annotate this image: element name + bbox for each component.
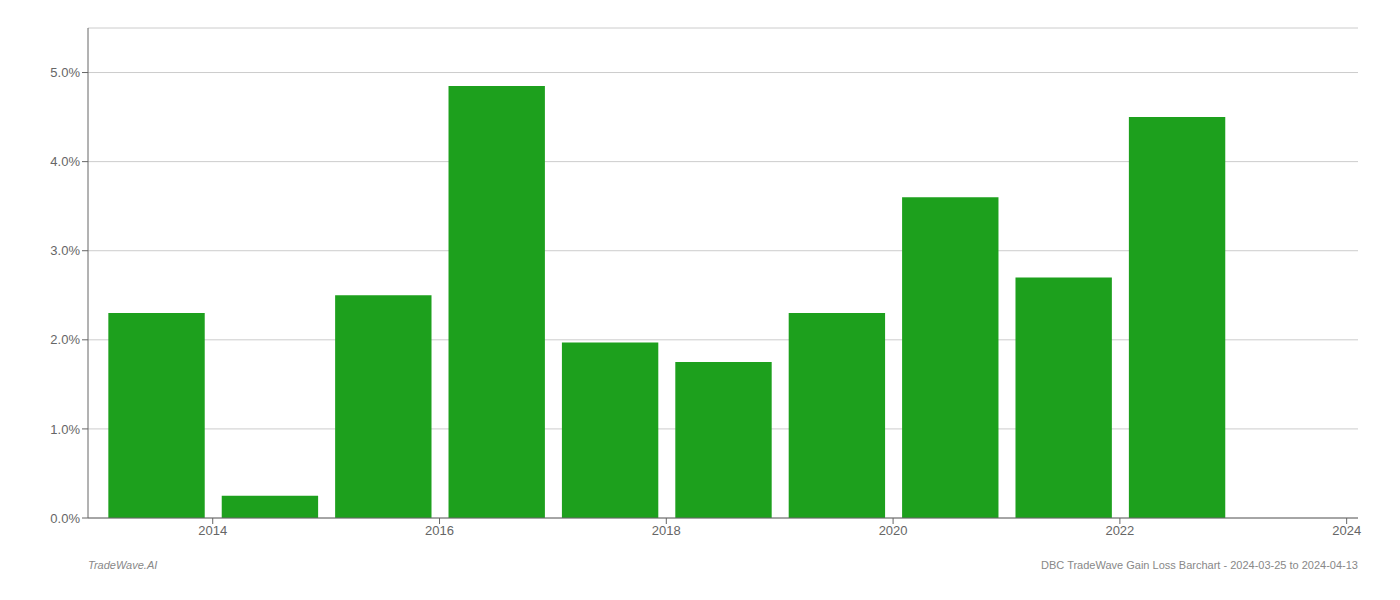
svg-text:2022: 2022 xyxy=(1105,523,1134,538)
svg-text:2014: 2014 xyxy=(198,523,227,538)
html-text:TradeWave.AI: TradeWave.AI xyxy=(88,559,158,571)
svg-text:2024: 2024 xyxy=(1332,523,1361,538)
svg-text:0.0%: 0.0% xyxy=(50,511,80,526)
svg-text:1.0%: 1.0% xyxy=(50,422,80,437)
svg-text:3.0%: 3.0% xyxy=(50,243,80,258)
svg-text:5.0%: 5.0% xyxy=(50,65,80,80)
html-text:DBC TradeWave Gain Loss Barcha: DBC TradeWave Gain Loss Barchart - 2024-… xyxy=(1041,559,1358,571)
svg-text:2020: 2020 xyxy=(879,523,908,538)
svg-text:4.0%: 4.0% xyxy=(50,154,80,169)
svg-text:2016: 2016 xyxy=(425,523,454,538)
svg-text:2018: 2018 xyxy=(652,523,681,538)
svg-text:2.0%: 2.0% xyxy=(50,332,80,347)
